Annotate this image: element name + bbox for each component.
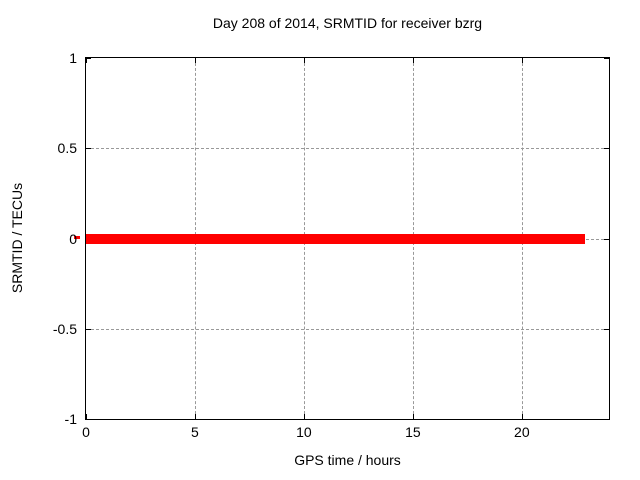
x-axis-label: GPS time / hours (294, 452, 401, 468)
x-tick-mark-bottom (303, 414, 305, 419)
x-tick-label: 0 (82, 424, 90, 440)
y-tick-label: 1 (69, 50, 77, 66)
y-tick-label: 0.5 (57, 140, 77, 157)
x-tick-mark-top (194, 58, 196, 63)
x-tick-mark-bottom (86, 414, 87, 419)
series-line-start-cap (74, 236, 80, 239)
x-tick-label: 15 (405, 424, 421, 440)
y-tick-mark-right (604, 328, 609, 330)
x-tick-mark-top (86, 58, 87, 63)
y-tick-mark-right (604, 238, 609, 240)
x-tick-mark-bottom (521, 414, 523, 419)
y-tick-mark-right (604, 419, 609, 420)
y-tick-label: 0 (69, 230, 77, 247)
x-tick-mark-top (521, 58, 523, 63)
y-tick-mark-right (604, 148, 609, 150)
series-line-srmtid (86, 233, 586, 244)
y-gridline (86, 148, 609, 150)
y-tick-label: -0.5 (52, 320, 77, 337)
y-gridline (86, 328, 609, 330)
x-tick-label: 10 (296, 424, 312, 440)
x-tick-label: 5 (191, 424, 199, 440)
chart-title: Day 208 of 2014, SRMTID for receiver bzr… (212, 15, 483, 31)
plot-area (85, 57, 610, 420)
x-tick-mark-bottom (194, 414, 196, 419)
y-tick-mark-left (86, 328, 91, 330)
y-tick-mark-left (86, 419, 91, 420)
x-tick-mark-top (303, 58, 305, 63)
x-tick-label: 20 (514, 424, 530, 440)
x-tick-mark-bottom (412, 414, 414, 419)
y-tick-mark-right (604, 58, 609, 59)
x-tick-mark-top (412, 58, 414, 63)
y-tick-label: -1 (64, 411, 77, 427)
y-tick-mark-left (86, 58, 91, 59)
y-tick-mark-left (86, 148, 91, 150)
